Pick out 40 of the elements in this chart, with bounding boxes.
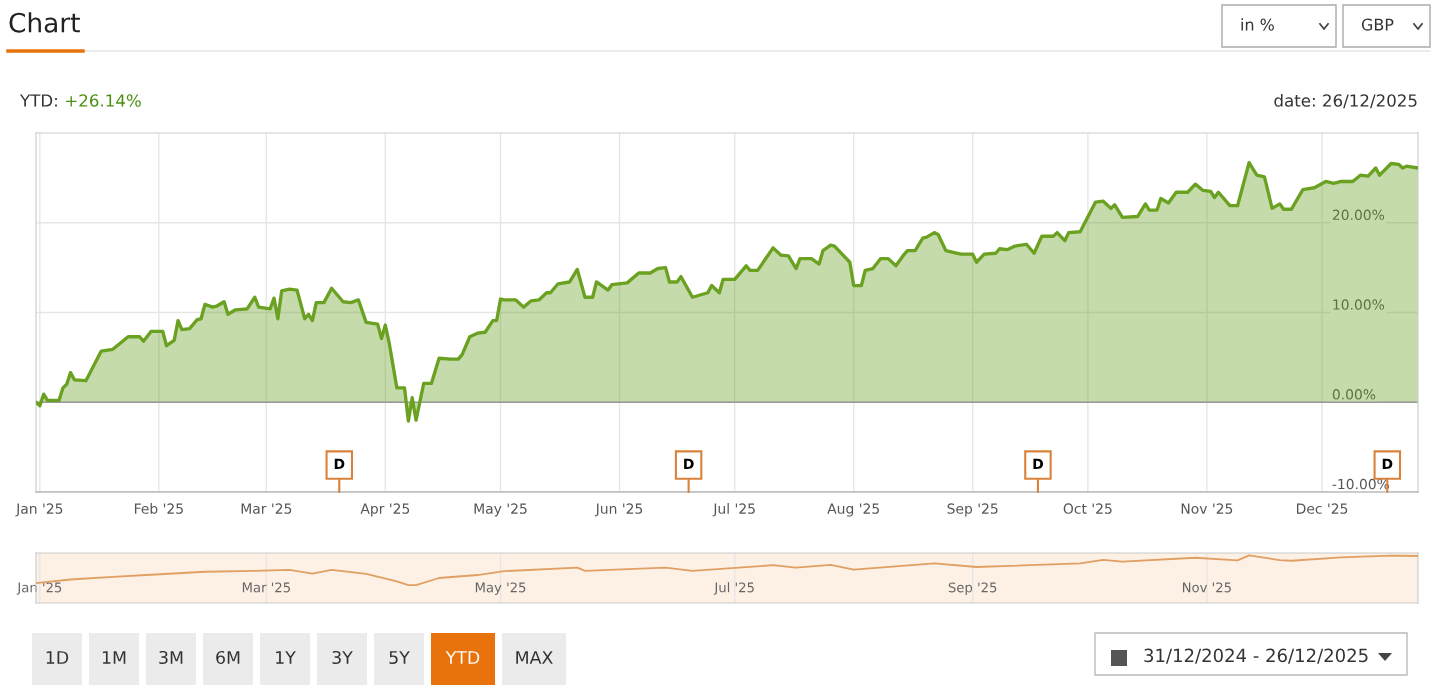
text: 1Y — [276, 651, 296, 664]
x-tick-label: Dec '25 — [1297, 503, 1348, 514]
x-tick-label: Sep '25 — [948, 582, 997, 595]
text: 3Y — [332, 650, 353, 665]
text: YTD — [445, 651, 480, 664]
x-tick-label: Nov '25 — [1182, 582, 1231, 593]
y-tick-label: 20.00% — [1332, 209, 1385, 221]
x-tick-label: Mar '25 — [242, 582, 290, 593]
x-tick-label: May '25 — [474, 503, 527, 517]
annotation: D — [1033, 458, 1043, 469]
text: 1M — [102, 651, 126, 664]
annotation: D — [684, 458, 694, 469]
text: 6M — [216, 650, 240, 665]
x-tick-label: Mar '25 — [241, 503, 292, 514]
x-tick-label: Aug '25 — [827, 503, 879, 517]
text: MAX — [516, 651, 553, 664]
text: 1D — [46, 651, 69, 664]
x-tick-label: Jul '25 — [712, 503, 755, 517]
annotation: D — [334, 458, 345, 469]
text: 3M — [159, 650, 183, 665]
x-tick-label: Nov '25 — [1181, 503, 1233, 514]
x-tick-label: Jan '25 — [16, 582, 62, 595]
x-tick-label: Sep '25 — [947, 503, 998, 517]
x-tick-label: Feb '25 — [134, 503, 183, 514]
text: in % — [1241, 18, 1274, 31]
text: date: 26/12/2025 — [1274, 93, 1417, 109]
chart-title: Chart — [9, 12, 80, 33]
text: 31/12/2024 - 26/12/2025 — [1144, 648, 1368, 664]
chart-subtitle: YTD: +26.14% — [19, 94, 141, 107]
text: 5Y — [389, 651, 410, 665]
y-tick-label: 10.00% — [1333, 299, 1385, 310]
x-tick-label: Jan '25 — [15, 503, 63, 517]
x-tick-label: Jul '25 — [713, 582, 754, 595]
x-tick-label: Apr '25 — [360, 503, 410, 517]
y-tick-label: 0.00% — [1332, 389, 1376, 400]
annotation: D — [1382, 458, 1393, 469]
x-tick-label: May '25 — [475, 582, 526, 595]
text: GBP — [1361, 18, 1394, 31]
x-tick-label: Jun '25 — [594, 503, 643, 517]
x-tick-label: Oct '25 — [1063, 503, 1112, 514]
